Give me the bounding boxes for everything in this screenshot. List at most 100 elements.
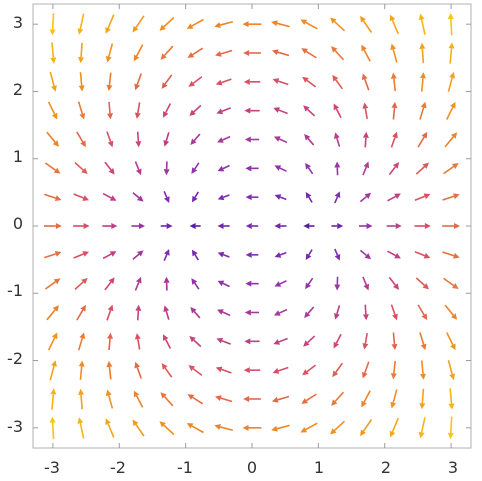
vector-arrow [362,131,369,148]
vector-arrow [132,250,144,260]
arrow-head [77,28,84,35]
arrow-shaft [164,74,173,85]
vector-arrow [132,419,145,437]
arrow-head [303,223,310,229]
arrow-shaft [419,332,425,345]
arrow-head [305,162,311,170]
vector-arrow [390,131,398,148]
vector-arrow [189,336,202,348]
arrow-head [273,136,281,142]
arrow-head [362,102,369,109]
vector-arrow [78,42,85,64]
vector-arrow [78,388,85,410]
vector-arrow [134,102,141,119]
arrow-head [107,113,114,120]
vector-arrow [359,249,372,260]
arrow-head [332,370,339,378]
vector-arrow [390,389,398,409]
arrow-shaft [135,15,145,28]
arrow-shaft [444,304,454,316]
vector-arrow [303,223,315,229]
vector-arrow [163,191,170,203]
vector-arrow [77,332,86,351]
arrow-shaft [420,417,426,433]
arrow-shaft [51,394,55,410]
arrow-head [305,282,311,290]
vector-arrow [332,74,343,90]
arrow-head [450,343,456,351]
arrow-shaft [279,167,287,172]
arrow-shaft [420,360,424,374]
arrow-shaft [393,360,397,374]
y-tick-label: 0 [13,214,23,233]
arrow-head [390,72,397,79]
vector-arrow [186,18,204,29]
arrow-shaft [191,18,204,27]
y-tick-label: 2 [13,80,23,99]
vector-arrow [78,360,85,380]
arrow-shaft [135,424,145,437]
arrow-head [186,423,194,429]
arrow-head [216,108,224,115]
arrow-head [245,251,252,258]
arrow-shaft [194,254,199,261]
arrow-head [302,76,309,83]
arrow-shaft [308,196,313,203]
arrow-head [453,193,460,200]
vector-arrow [105,418,115,438]
x-tick-label: 3 [448,458,458,477]
vector-arrow [216,107,232,115]
vector-arrow [131,223,145,229]
arrow-head [55,223,62,229]
arrow-head [362,314,369,321]
arrow-head [450,101,456,109]
arrow-head [108,277,115,284]
arrow-head [189,109,196,116]
arrow-shaft [136,310,140,321]
arrow-head [334,253,341,261]
arrow-head [390,401,397,409]
vector-arrow [191,249,199,261]
arrow-head [392,131,398,139]
vector-arrow [418,417,426,439]
arrow-shaft [165,132,170,142]
arrow-shaft [221,368,232,374]
arrow-shaft [362,276,368,286]
arrow-head [390,43,397,51]
vector-arrow [272,78,289,86]
arrow-head [245,280,252,287]
vector-arrow [273,136,288,144]
arrow-shaft [77,101,84,115]
arrow-shaft [104,281,112,291]
vector-arrow [132,192,144,202]
vector-arrow [361,73,370,91]
arrow-head [334,161,341,168]
vector-arrow [134,161,142,176]
arrow-head [273,339,280,345]
vector-arrow [73,251,90,259]
arrow-head [133,390,140,398]
vector-arrow [134,276,142,291]
vector-arrow [188,365,203,376]
arrow-shaft [420,19,426,35]
vector-arrow [305,249,313,261]
arrow-shaft [305,50,317,59]
arrow-shaft [191,425,204,434]
arrow-shaft [132,253,140,260]
vector-arrow [186,423,204,434]
arrow-head [363,161,370,169]
vector-arrow [217,135,231,143]
vector-arrow [244,338,260,345]
arrow-head [300,19,308,26]
arrow-shaft [279,196,287,201]
arrow-head [330,428,337,435]
vector-arrow [331,223,344,229]
arrow-shaft [359,195,368,203]
vector-arrow [303,105,316,117]
vector-arrow [271,49,290,57]
vector-arrow [105,389,114,409]
arrow-shaft [107,423,115,438]
vector-arrow [73,193,90,201]
arrow-shaft [108,43,114,57]
vector-arrow [44,162,61,174]
